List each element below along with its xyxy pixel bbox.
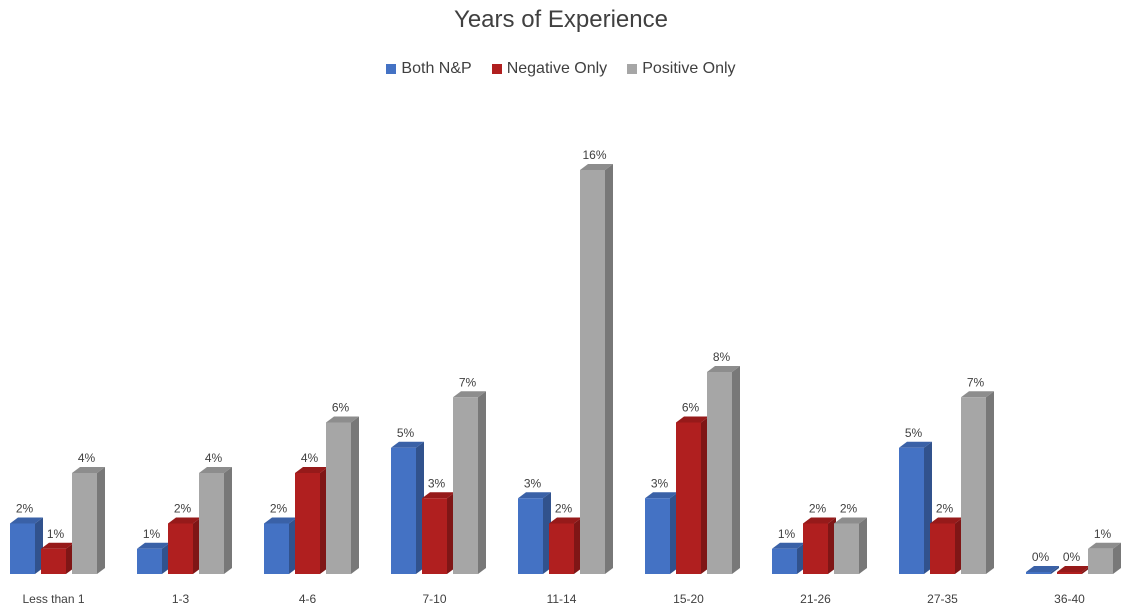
bar-1-2 [295, 467, 328, 574]
bar-front [676, 423, 701, 575]
bar-front [295, 473, 320, 574]
value-label: 1% [1094, 527, 1112, 541]
value-label: 2% [936, 502, 954, 516]
bar-front [10, 524, 35, 575]
bar-front [1057, 572, 1082, 574]
category-label: 7-10 [422, 592, 446, 606]
bar-front [930, 524, 955, 575]
bar-1-3 [422, 492, 455, 574]
value-label: 1% [143, 527, 161, 541]
bar-front [453, 397, 478, 574]
value-label: 7% [967, 375, 985, 389]
value-label: 5% [905, 426, 923, 440]
bar-side [859, 518, 867, 575]
bar-front [264, 524, 289, 575]
bar-front [1026, 572, 1051, 574]
bar-front [1088, 549, 1113, 574]
bar-0-5 [645, 492, 678, 574]
bar-2-4 [580, 164, 613, 574]
bar-front [580, 170, 605, 574]
bar-2-2 [326, 417, 359, 575]
bar-front [803, 524, 828, 575]
value-label: 3% [651, 476, 669, 490]
value-label: 2% [270, 502, 288, 516]
category-label: 21-26 [800, 592, 831, 606]
category-label: 4-6 [299, 592, 317, 606]
value-label: 5% [397, 426, 415, 440]
bar-0-3 [391, 442, 424, 574]
bar-front [899, 448, 924, 574]
bar-side [97, 467, 105, 574]
bar-1-0 [41, 543, 74, 574]
bar-0-7 [899, 442, 932, 574]
bar-2-5 [707, 366, 740, 574]
value-label: 3% [524, 476, 542, 490]
category-label: 36-40 [1054, 592, 1085, 606]
value-label: 1% [47, 527, 65, 541]
bar-side [351, 417, 359, 575]
bar-side [478, 391, 486, 574]
value-label: 2% [555, 502, 573, 516]
value-label: 4% [301, 451, 319, 465]
bar-front [72, 473, 97, 574]
bar-front [645, 498, 670, 574]
bar-front [834, 524, 859, 575]
value-label: 6% [332, 401, 350, 415]
bar-front [41, 549, 66, 574]
bar-0-6 [772, 543, 805, 574]
bar-0-1 [137, 543, 170, 574]
category-label: 11-14 [547, 592, 577, 606]
bar-0-2 [264, 518, 297, 575]
value-label: 2% [840, 502, 858, 516]
value-label: 6% [682, 401, 700, 415]
bar-front [707, 372, 732, 574]
value-label: 2% [174, 502, 192, 516]
bar-front [549, 524, 574, 575]
bar-1-5 [676, 417, 709, 575]
bar-2-8 [1088, 543, 1121, 574]
bar-side [986, 391, 994, 574]
bar-1-1 [168, 518, 201, 575]
bar-1-8 [1057, 566, 1090, 574]
category-label: 15-20 [673, 592, 704, 606]
bar-2-1 [199, 467, 232, 574]
bar-1-7 [930, 518, 963, 575]
bar-side [605, 164, 613, 574]
bar-0-8 [1026, 566, 1059, 574]
bar-2-6 [834, 518, 867, 575]
value-label: 0% [1032, 550, 1050, 564]
bar-0-0 [10, 518, 43, 575]
value-label: 3% [428, 476, 446, 490]
value-label: 4% [205, 451, 223, 465]
value-label: 7% [459, 375, 477, 389]
value-label: 0% [1063, 550, 1081, 564]
value-label: 16% [582, 148, 606, 162]
bar-1-6 [803, 518, 836, 575]
value-label: 1% [778, 527, 796, 541]
category-label: 1-3 [172, 592, 190, 606]
bar-2-0 [72, 467, 105, 574]
bar-2-7 [961, 391, 994, 574]
bar-side [224, 467, 232, 574]
bar-front [961, 397, 986, 574]
bar-front [422, 498, 447, 574]
bar-front [199, 473, 224, 574]
bar-front [326, 423, 351, 575]
bar-side [732, 366, 740, 574]
bar-front [168, 524, 193, 575]
bar-2-3 [453, 391, 486, 574]
bar-1-4 [549, 518, 582, 575]
value-label: 2% [809, 502, 827, 516]
category-label: 27-35 [927, 592, 958, 606]
value-label: 2% [16, 502, 34, 516]
value-label: 4% [78, 451, 96, 465]
bar-front [772, 549, 797, 574]
bar-front [391, 448, 416, 574]
bar-0-4 [518, 492, 551, 574]
bar-front [518, 498, 543, 574]
category-label: Less than 1 [22, 592, 84, 606]
bar-front [137, 549, 162, 574]
value-label: 8% [713, 350, 731, 364]
